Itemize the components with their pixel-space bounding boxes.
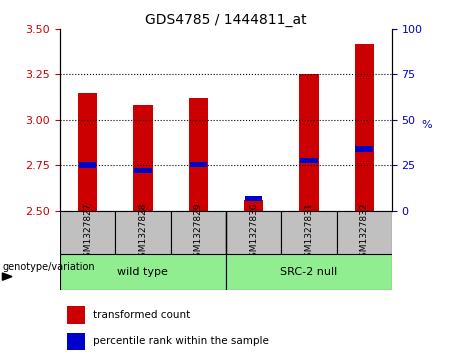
Bar [226, 254, 392, 290]
Bar [244, 200, 263, 211]
Bar [337, 211, 392, 254]
Text: transformed count: transformed count [93, 310, 190, 320]
Text: GSM1327828: GSM1327828 [138, 202, 148, 262]
Bar [78, 93, 97, 211]
Bar [60, 211, 115, 254]
Bar [79, 163, 96, 168]
Bar [189, 162, 207, 167]
Title: GDS4785 / 1444811_at: GDS4785 / 1444811_at [145, 13, 307, 26]
Bar [226, 211, 281, 254]
Bar [189, 98, 208, 211]
Bar [115, 211, 171, 254]
Bar [281, 211, 337, 254]
Bar [133, 105, 153, 211]
Bar [300, 158, 318, 163]
Text: GSM1327829: GSM1327829 [194, 202, 203, 262]
Text: wild type: wild type [118, 267, 168, 277]
Bar [245, 196, 262, 201]
Bar [66, 306, 85, 324]
Bar [355, 44, 374, 211]
Polygon shape [2, 273, 12, 280]
Text: genotype/variation: genotype/variation [2, 262, 95, 272]
Text: GSM1327827: GSM1327827 [83, 202, 92, 262]
Text: GSM1327832: GSM1327832 [360, 202, 369, 262]
Bar [66, 333, 85, 350]
Bar [134, 168, 152, 174]
Text: GSM1327830: GSM1327830 [249, 202, 258, 263]
Text: GSM1327831: GSM1327831 [304, 202, 313, 263]
Bar [355, 146, 373, 152]
Text: percentile rank within the sample: percentile rank within the sample [93, 336, 269, 346]
Bar [171, 211, 226, 254]
Text: SRC-2 null: SRC-2 null [280, 267, 337, 277]
Y-axis label: %: % [421, 120, 432, 130]
Bar [60, 254, 226, 290]
Bar [299, 74, 319, 211]
